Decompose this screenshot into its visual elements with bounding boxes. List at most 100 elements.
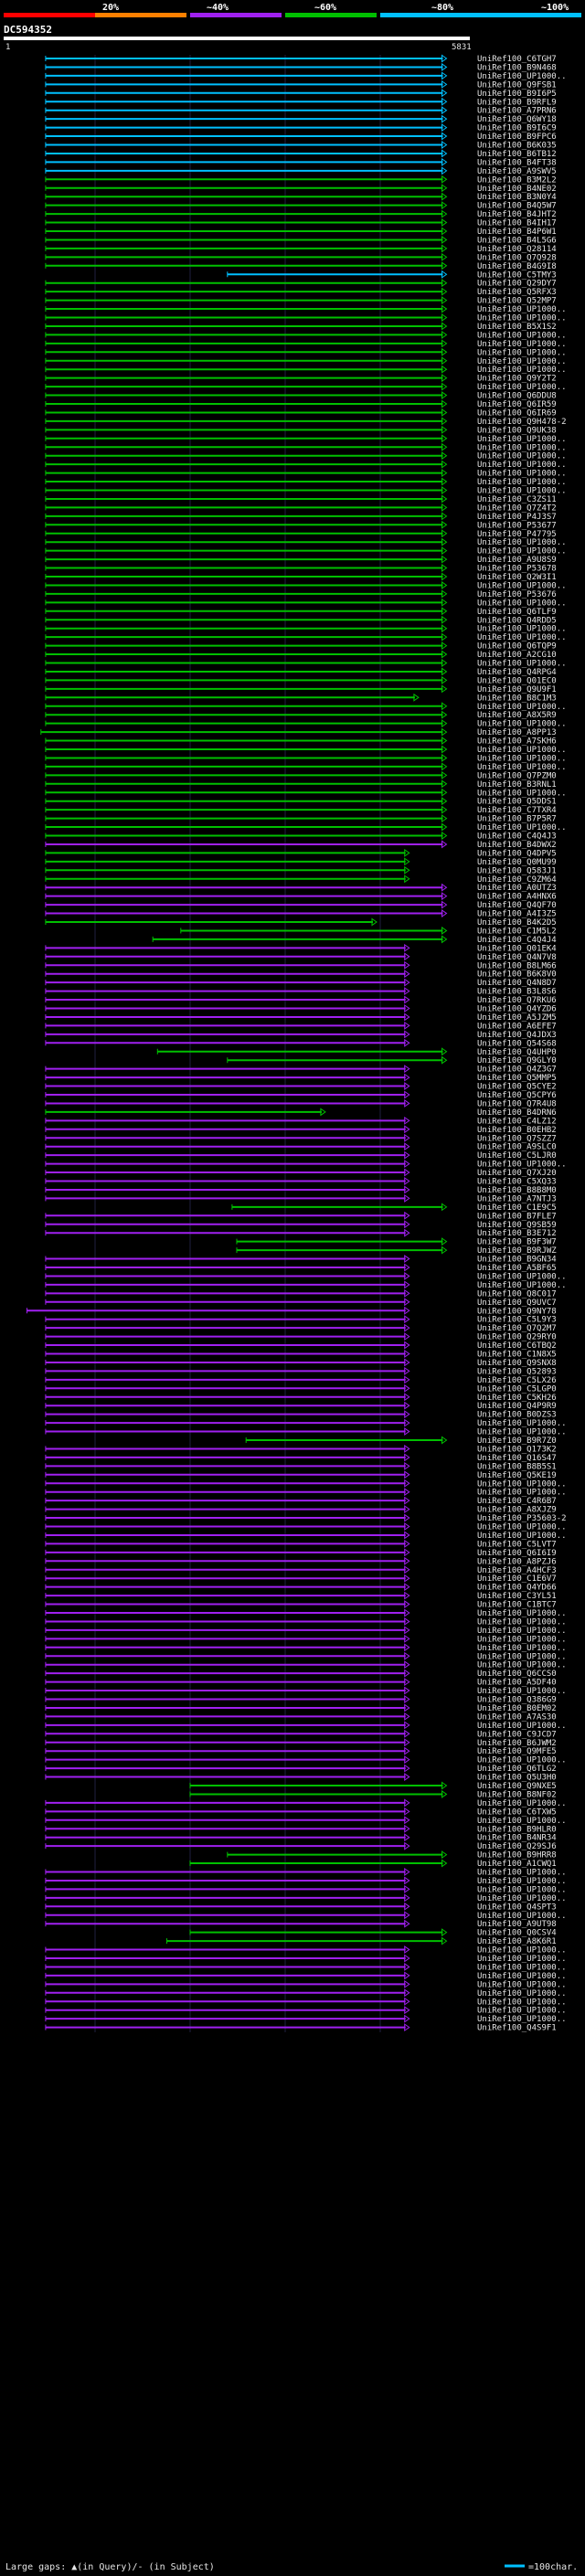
hit-label[interactable]: UniRef100_A5BF65	[477, 1264, 557, 1273]
hit-label[interactable]: UniRef100_A9SWV5	[477, 167, 557, 176]
hit-label[interactable]: UniRef100_A8PP13	[477, 728, 557, 737]
hit-label[interactable]: UniRef100_B9I6P5	[477, 90, 557, 99]
hit-label[interactable]: UniRef100_Q6IR59	[477, 400, 557, 409]
hit-label[interactable]: UniRef100_B3L8S6	[477, 988, 557, 997]
hit-label[interactable]: UniRef100_UP1000..	[477, 1756, 567, 1765]
hit-label[interactable]: UniRef100_Q6WY18	[477, 115, 557, 124]
hit-label[interactable]: UniRef100_P53678	[477, 565, 557, 574]
hit-label[interactable]: UniRef100_UP1000..	[477, 1687, 567, 1696]
hit-label[interactable]: UniRef100_UP1000..	[477, 1998, 567, 2007]
hit-label[interactable]: UniRef100_UP1000..	[477, 720, 567, 729]
hit-label[interactable]: UniRef100_C3ZS11	[477, 495, 557, 504]
hit-label[interactable]: UniRef100_UP1000..	[477, 1885, 567, 1894]
hit-label[interactable]: UniRef100_Q4YD66	[477, 1584, 557, 1593]
hit-label[interactable]: UniRef100_B4DRN6	[477, 1108, 557, 1118]
hit-label[interactable]: UniRef100_Q9GLY0	[477, 1056, 557, 1065]
hit-label[interactable]: UniRef100_UP1000..	[477, 452, 567, 461]
hit-label[interactable]: UniRef100_UP1000..	[477, 487, 567, 496]
hit-label[interactable]: UniRef100_B6K035	[477, 142, 557, 151]
hit-label[interactable]: UniRef100_Q29SJ6	[477, 1842, 557, 1851]
hit-label[interactable]: UniRef100_Q6DDU8	[477, 392, 557, 401]
hit-label[interactable]: UniRef100_B9F3W7	[477, 1238, 557, 1247]
hit-label[interactable]: UniRef100_Q7PZM0	[477, 771, 557, 780]
hit-label[interactable]: UniRef100_B4NE02	[477, 185, 557, 194]
hit-label[interactable]: UniRef100_B4L5G6	[477, 236, 557, 245]
hit-label[interactable]: UniRef100_B6TB12	[477, 150, 557, 159]
hit-label[interactable]: UniRef100_Q9UVC7	[477, 1299, 557, 1308]
hit-label[interactable]: UniRef100_B0DZS3	[477, 1411, 557, 1420]
hit-label[interactable]: UniRef100_Q4S9F1	[477, 2024, 557, 2033]
hit-label[interactable]: UniRef100_Q9MFE5	[477, 1747, 557, 1756]
hit-label[interactable]: UniRef100_A7NTJ3	[477, 1194, 557, 1203]
hit-label[interactable]: UniRef100_C5LJR0	[477, 1151, 557, 1161]
hit-label[interactable]: UniRef100_Q4RPG4	[477, 668, 557, 677]
hit-label[interactable]: UniRef100_B4FT38	[477, 158, 557, 167]
hit-label[interactable]: UniRef100_Q6CCS0	[477, 1670, 557, 1679]
hit-label[interactable]: UniRef100_B3N0Y4	[477, 193, 557, 202]
hit-label[interactable]: UniRef100_UP1000..	[477, 1532, 567, 1541]
hit-label[interactable]: UniRef100_Q5U3H0	[477, 1774, 557, 1783]
hit-label[interactable]: UniRef100_UP1000..	[477, 1980, 567, 1989]
hit-label[interactable]: UniRef100_Q8C017	[477, 1289, 557, 1299]
hit-label[interactable]: UniRef100_UP1000..	[477, 538, 567, 547]
hit-label[interactable]: UniRef100_Q9NXE5	[477, 1782, 557, 1791]
hit-label[interactable]: UniRef100_A8PZJ6	[477, 1557, 557, 1566]
hit-label[interactable]: UniRef100_C3YL51	[477, 1592, 557, 1601]
hit-label[interactable]: UniRef100_Q28114	[477, 245, 557, 254]
hit-label[interactable]: UniRef100_Q4QF70	[477, 901, 557, 910]
hit-label[interactable]: UniRef100_Q01EK4	[477, 944, 557, 953]
hit-label[interactable]: UniRef100_B4G9I8	[477, 262, 557, 271]
hit-label[interactable]: UniRef100_C4R6B7	[477, 1497, 557, 1506]
hit-label[interactable]: UniRef100_B9N468	[477, 63, 557, 72]
hit-label[interactable]: UniRef100_B9GN34	[477, 1256, 557, 1265]
hit-label[interactable]: UniRef100_Q7R4U8	[477, 1099, 557, 1108]
hit-label[interactable]: UniRef100_UP1000..	[477, 1652, 567, 1661]
hit-label[interactable]: UniRef100_A9U8S9	[477, 556, 557, 565]
hit-label[interactable]: UniRef100_Q7SZZ7	[477, 1134, 557, 1143]
hit-label[interactable]: UniRef100_A8XJZ9	[477, 1506, 557, 1515]
hit-label[interactable]: UniRef100_P4J3S7	[477, 513, 557, 522]
hit-label[interactable]: UniRef100_B7FLE7	[477, 1212, 557, 1221]
hit-label[interactable]: UniRef100_Q4UHP0	[477, 1048, 557, 1057]
hit-label[interactable]: UniRef100_UP1000..	[477, 366, 567, 375]
hit-label[interactable]: UniRef100_Q16S47	[477, 1454, 557, 1463]
hit-label[interactable]: UniRef100_Q583J1	[477, 866, 557, 875]
hit-label[interactable]: UniRef100_Q173K2	[477, 1445, 557, 1454]
hit-label[interactable]: UniRef100_B9HRR8	[477, 1851, 557, 1860]
hit-label[interactable]: UniRef100_Q6TLG2	[477, 1765, 557, 1774]
hit-label[interactable]: UniRef100_UP1000..	[477, 1722, 567, 1731]
hit-label[interactable]: UniRef100_Q29RY0	[477, 1333, 557, 1342]
hit-label[interactable]: UniRef100_UP1000..	[477, 1272, 567, 1281]
hit-label[interactable]: UniRef100_Q6TLF9	[477, 608, 557, 617]
hit-label[interactable]: UniRef100_B8LM66	[477, 961, 557, 970]
hit-label[interactable]: UniRef100_C4LZ12	[477, 1117, 557, 1126]
hit-label[interactable]: UniRef100_A4I3Z5	[477, 910, 557, 919]
hit-label[interactable]: UniRef100_UP1000..	[477, 1963, 567, 1972]
hit-label[interactable]: UniRef100_A2CG10	[477, 651, 557, 660]
hit-label[interactable]: UniRef100_Q9NY78	[477, 1307, 557, 1316]
hit-label[interactable]: UniRef100_Q0CSV4	[477, 1929, 557, 1938]
hit-label[interactable]: UniRef100_Q9SNX8	[477, 1359, 557, 1368]
hit-label[interactable]: UniRef100_B9RJWZ	[477, 1246, 557, 1256]
hit-label[interactable]: UniRef100_Q7Q928	[477, 253, 557, 262]
hit-label[interactable]: UniRef100_C5LVT7	[477, 1540, 557, 1549]
hit-label[interactable]: UniRef100_A4HCF3	[477, 1566, 557, 1575]
hit-label[interactable]: UniRef100_B9R7Z0	[477, 1436, 557, 1446]
hit-label[interactable]: UniRef100_Q4Z3G7	[477, 1065, 557, 1075]
hit-label[interactable]: UniRef100_Q5RFX3	[477, 288, 557, 297]
hit-label[interactable]: UniRef100_P35603-2	[477, 1514, 567, 1523]
hit-label[interactable]: UniRef100_A1CWQ1	[477, 1860, 557, 1869]
hit-label[interactable]: UniRef100_UP1000..	[477, 1894, 567, 1903]
hit-label[interactable]: UniRef100_UP1000..	[477, 1955, 567, 1964]
hit-label[interactable]: UniRef100_UP1000..	[477, 470, 567, 479]
hit-label[interactable]: UniRef100_UP1000..	[477, 1281, 567, 1290]
hit-label[interactable]: UniRef100_UP1000..	[477, 789, 567, 798]
hit-label[interactable]: UniRef100_Q4JDX3	[477, 1031, 557, 1040]
hit-label[interactable]: UniRef100_C5XQ33	[477, 1178, 557, 1187]
hit-label[interactable]: UniRef100_P53676	[477, 590, 557, 599]
hit-label[interactable]: UniRef100_B4NR34	[477, 1834, 557, 1843]
hit-label[interactable]: UniRef100_Q7XJ20	[477, 1169, 557, 1178]
hit-label[interactable]: UniRef100_A6EFE7	[477, 1022, 557, 1031]
hit-label[interactable]: UniRef100_Q9UK38	[477, 426, 557, 435]
hit-label[interactable]: UniRef100_B3E712	[477, 1229, 557, 1238]
